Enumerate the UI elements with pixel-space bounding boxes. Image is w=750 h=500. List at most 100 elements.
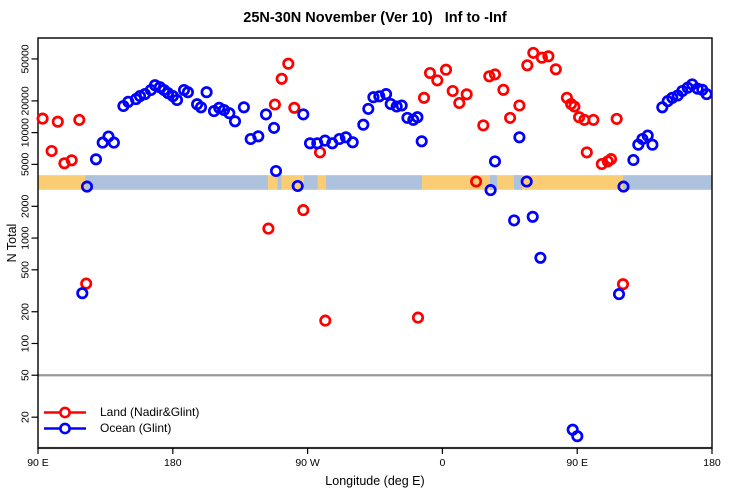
data-point-land [470, 175, 483, 188]
land-legend-marker [44, 406, 86, 418]
data-point-land [51, 115, 64, 128]
surface-band-ocean [85, 175, 269, 190]
data-point-ocean [259, 108, 273, 121]
data-point-ocean [488, 155, 502, 168]
data-point-ocean [237, 101, 250, 114]
data-point-land [36, 112, 49, 125]
data-point-land [423, 66, 437, 80]
data-point-land [460, 88, 473, 101]
surface-band-ocean [277, 175, 282, 190]
data-point-ocean [346, 136, 359, 149]
y-tick-label: 1000 [20, 226, 32, 250]
data-point-ocean [641, 129, 654, 142]
surface-band-ocean [304, 175, 318, 190]
data-point-ocean [484, 184, 497, 197]
data-point-land [549, 63, 562, 76]
y-tick-label: 200 [20, 303, 32, 321]
surface-band-ocean [513, 175, 522, 190]
data-point-land [488, 68, 502, 81]
data-point-ocean [291, 179, 304, 193]
data-point-land [80, 277, 93, 290]
x-tick-label: 180 [703, 457, 721, 469]
data-point-ocean [297, 108, 310, 121]
data-point-ocean [80, 180, 94, 193]
data-point-ocean [395, 99, 408, 112]
data-point-ocean [384, 97, 397, 111]
data-point-land [439, 63, 453, 76]
data-point-ocean [267, 121, 281, 134]
x-tick-label: 90 E [27, 457, 49, 469]
data-point-land [535, 51, 548, 64]
data-point-ocean [646, 138, 659, 151]
data-point-land [319, 314, 332, 327]
y-tick-label: 100 [20, 335, 32, 353]
data-point-ocean [200, 86, 213, 99]
data-point-ocean [357, 118, 370, 131]
y-tick-label: 20 [20, 411, 32, 423]
data-point-ocean [612, 288, 626, 301]
data-point-ocean [269, 164, 283, 178]
data-point-ocean [252, 130, 265, 143]
y-tick-label: 2000 [20, 194, 32, 218]
data-point-land [297, 204, 310, 217]
data-point-ocean [362, 102, 375, 115]
surface-band-ocean [326, 175, 423, 190]
surface-band-land [38, 175, 86, 190]
data-point-ocean [390, 100, 403, 113]
data-point-land [262, 222, 275, 235]
data-point-ocean [223, 107, 236, 120]
data-point-ocean [333, 132, 346, 146]
data-point-ocean [534, 251, 547, 264]
ocean-legend-marker [44, 422, 86, 434]
data-point-land [527, 46, 540, 59]
data-point-land [268, 98, 281, 111]
data-point-land [453, 96, 466, 110]
data-point-ocean [373, 90, 386, 103]
data-point-ocean [411, 111, 424, 124]
legend-row-land: Land (Nadir&Glint) [42, 404, 199, 420]
y-axis-label: N Total [5, 223, 19, 263]
plot-border [37, 37, 713, 449]
y-tick-label: 10000 [20, 118, 32, 147]
data-point-land [483, 70, 496, 83]
data-point-ocean [700, 88, 713, 101]
data-point-ocean [380, 88, 393, 101]
data-point-land [65, 154, 78, 167]
data-point-ocean [627, 153, 640, 167]
data-point-land [616, 278, 630, 291]
data-point-land [595, 157, 608, 171]
data-point-land [513, 99, 526, 112]
x-tick-label: 0 [439, 457, 445, 469]
legend-label-ocean: Ocean (Glint) [100, 421, 172, 435]
data-point-land [504, 111, 517, 124]
data-point-land [542, 50, 555, 63]
surface-band-ocean [490, 175, 498, 190]
data-point-land [580, 146, 593, 159]
data-point-ocean [194, 101, 208, 114]
data-point-land [477, 119, 490, 132]
legend: Land (Nadir&Glint) Ocean (Glint) [42, 404, 199, 436]
data-point-ocean [170, 93, 184, 107]
y-tick-label: 20000 [20, 86, 32, 115]
data-point-land [497, 83, 510, 96]
data-point-ocean [513, 131, 526, 144]
data-point-land [431, 74, 444, 87]
data-point-land [282, 57, 295, 70]
data-point-land [275, 72, 288, 85]
y-tick-label: 5000 [20, 153, 32, 177]
legend-row-ocean: Ocean (Glint) [42, 420, 199, 436]
x-tick-label: 90 E [566, 457, 588, 469]
data-point-land [446, 84, 459, 98]
data-point-ocean [617, 180, 630, 193]
data-point-land [73, 113, 86, 126]
x-axis-label: Longitude (deg E) [325, 474, 425, 488]
data-point-ocean [303, 137, 317, 150]
data-point-ocean [89, 153, 103, 166]
x-tick-label: 180 [164, 457, 182, 469]
data-point-ocean [228, 115, 242, 128]
data-point-land [604, 153, 618, 166]
surface-band-land [268, 175, 305, 190]
surface-band-ocean [623, 175, 712, 190]
data-point-land [417, 91, 431, 104]
